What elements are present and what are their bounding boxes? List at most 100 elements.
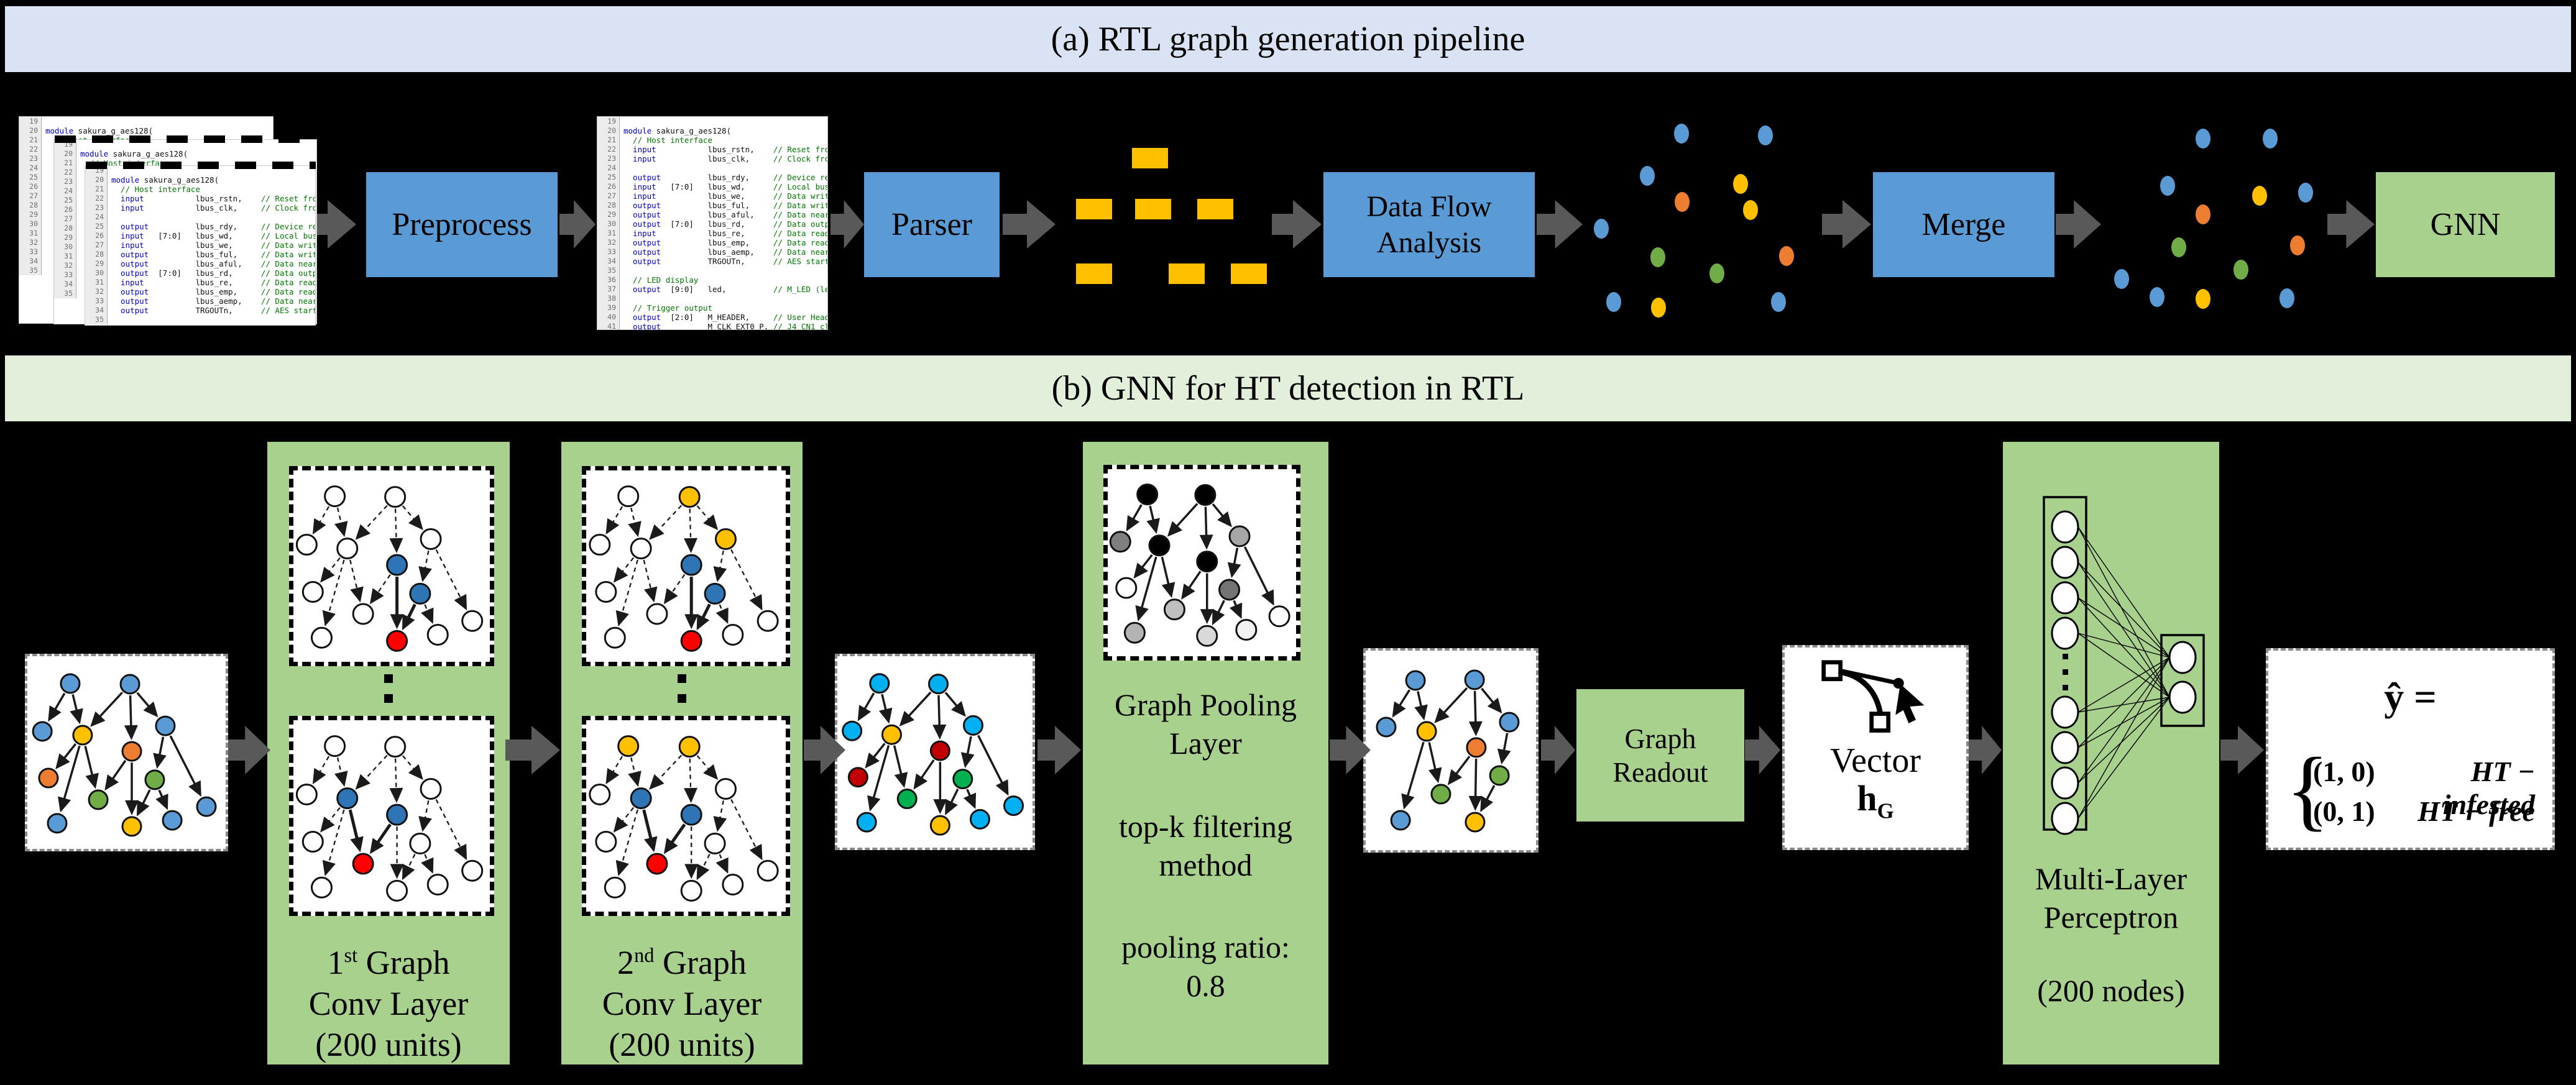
code-line: 30 output [7:0] lbus_rd, // Data outp <box>597 219 827 229</box>
graph-node <box>409 582 431 605</box>
graph-node <box>856 812 877 833</box>
code-line: 21 // Host interface <box>597 135 827 145</box>
mlp-neuron <box>2051 510 2079 544</box>
graph-node <box>461 610 484 632</box>
graph-node <box>1489 765 1510 786</box>
merged-graph-cloud-dot <box>2160 176 2175 196</box>
code-line: 21 // Host interface <box>85 185 315 194</box>
merged-graph-cloud-dot <box>2171 237 2186 257</box>
banner-a-title: (a) RTL graph generation pipeline <box>1051 20 1525 58</box>
pooling-method: top-k filtering method <box>1118 809 1293 882</box>
mlp-neuron <box>2051 731 2079 764</box>
signal-graph-cloud-dot <box>1650 247 1665 267</box>
graph-node <box>842 720 863 741</box>
graph-node <box>680 554 702 576</box>
graph-node <box>757 859 779 882</box>
graph-node <box>714 778 737 800</box>
gnn-label: GNN <box>2430 206 2501 242</box>
conv1-inset-top <box>295 485 484 652</box>
code-line: 20 module sakura_g_aes128( <box>19 126 273 135</box>
case-brace: { <box>2286 739 2330 840</box>
code-line: 20 module sakura_g_aes128( <box>54 149 316 158</box>
graph-node <box>162 810 183 831</box>
mlp-neuron <box>2051 766 2079 800</box>
ellipsis-dot <box>678 674 686 683</box>
merged-graph-cloud-dot <box>2114 269 2129 289</box>
code-line: 31 input lbus_re, // Data read <box>597 229 827 238</box>
ellipsis-dot <box>678 694 686 703</box>
flow-arrow <box>1003 200 1056 249</box>
code-line: 39 // Trigger output <box>597 303 827 313</box>
graph-node <box>426 623 449 646</box>
graph-node <box>32 721 53 742</box>
signal-graph-cloud-dot <box>1743 200 1758 220</box>
merged-graph-cloud-dot <box>2298 183 2313 203</box>
output-row-infested: (1, 0) HT − infested <box>2313 756 2535 820</box>
code-line: 38 <box>597 294 827 303</box>
graph-node <box>1115 577 1138 599</box>
graph-node <box>595 831 617 853</box>
graph-node <box>386 629 408 652</box>
code-line: 20 module sakura_g_aes128( <box>85 175 315 185</box>
signal-graph-cloud-dot <box>1709 263 1724 283</box>
code-line: 29 output lbus_aful, // Data near <box>85 259 315 268</box>
graph-node <box>630 787 652 810</box>
input-rtl-graph <box>32 673 217 837</box>
prediction-output-box: ŷ = { (1, 0) HT − infested (0, 1) HT − fre… <box>2266 648 2555 850</box>
mlp-panel: Multi-Layer Perceptron (200 nodes) <box>2003 442 2219 1064</box>
code-line: 24 <box>19 163 273 173</box>
graph-node <box>646 603 668 625</box>
graph-readout-box: Graph Readout <box>1576 689 1744 822</box>
verilog-source-sheet-front: 19 20 module sakura_g_aes128(21 // Host in… <box>85 165 316 326</box>
flow-arrow <box>559 200 596 249</box>
readout-label-line1: Graph <box>1624 722 1696 754</box>
data-flow-analysis-box: Data Flow Analysis <box>1323 172 1535 277</box>
graph-node <box>336 787 359 810</box>
flow-arrow <box>2056 200 2101 249</box>
graph-node <box>1466 737 1487 758</box>
graph-node <box>678 486 701 508</box>
flow-arrow <box>1969 726 2002 774</box>
graph-node <box>929 740 950 761</box>
signal-graph-cloud-dot <box>1733 174 1748 194</box>
preprocessed-verilog-sheet: 19 20 module sakura_g_aes128(21 // Host in… <box>597 116 828 330</box>
code-line: 30 output [7:0] lbus_rd, // Data outp <box>85 268 315 278</box>
signal-graph-cloud-dot <box>1771 292 1786 312</box>
mlp-neuron <box>2051 546 2079 579</box>
merged-graph-cloud-dot <box>2233 260 2248 280</box>
torn-edge-line <box>55 135 316 143</box>
code-line: 22 input lbus_rstn, // Reset fro <box>85 194 315 203</box>
ast-node-bar <box>1076 263 1112 284</box>
graph-node <box>757 610 779 632</box>
code-line: 33 output lbus_aemp, // Data near <box>85 296 315 306</box>
signal-graph-cloud-dot <box>1651 298 1666 318</box>
graph-node <box>680 803 702 826</box>
graph-node <box>630 538 652 560</box>
signal-graph-cloud-dot <box>1594 219 1609 239</box>
mlp-title: Multi-Layer Perceptron <box>2035 861 2187 935</box>
graph-node <box>646 853 668 875</box>
output-row-free: (0, 1) HT − free <box>2313 795 2535 827</box>
conv-layer-1-label: 1st Graph Conv Layer (200 units) <box>308 944 469 1063</box>
merged-graph-cloud-dot <box>2279 288 2294 308</box>
graph-node <box>604 626 626 649</box>
signal-graph-cloud-dot <box>1758 126 1773 145</box>
graph-node <box>1235 619 1258 641</box>
graph-node <box>1228 525 1251 547</box>
mlp-neuron <box>2051 802 2079 835</box>
graph-node <box>384 736 407 758</box>
graph-node <box>969 808 990 830</box>
graph-node <box>352 603 374 625</box>
graph-node <box>869 673 890 694</box>
mlp-neuron <box>2168 641 2197 674</box>
vector-hg-symbol: hG <box>1857 778 1894 823</box>
flow-arrow <box>1037 726 1081 774</box>
readout-label-line2: Readout <box>1612 756 1708 788</box>
parser-label: Parser <box>891 206 972 242</box>
banner-b-title: (b) GNN for HT detection in RTL <box>1051 369 1525 408</box>
flow-arrow <box>1745 726 1780 774</box>
ast-node-bar <box>1169 263 1205 284</box>
graph-node <box>704 582 726 605</box>
merge-label: Merge <box>1921 206 2006 242</box>
